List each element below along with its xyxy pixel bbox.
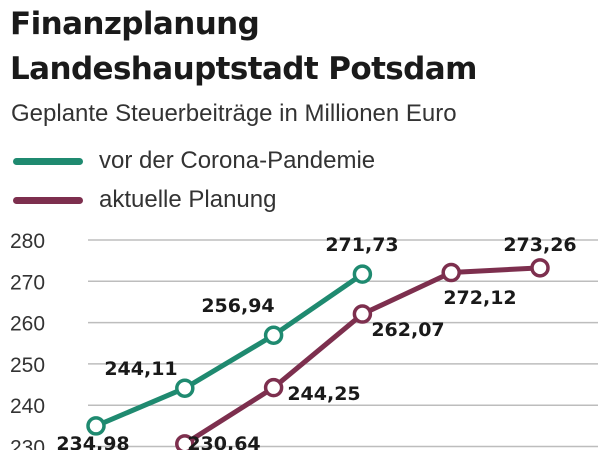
legend-swatch-teal (13, 157, 83, 165)
data-point (175, 378, 195, 398)
data-point (352, 264, 373, 284)
data-label: 234,98 (56, 433, 129, 450)
data-label: 244,25 (287, 383, 360, 405)
data-label: 273,26 (503, 234, 576, 256)
y-tick-label: 260 (10, 313, 45, 336)
y-tick-label: 250 (10, 354, 45, 377)
y-tick-label: 280 (10, 230, 45, 253)
title-line-1: Finanzplanung (10, 6, 260, 42)
y-tick-label: 230 (10, 437, 45, 450)
chart-title: Finanzplanung Landeshauptstadt Potsdam (10, 2, 477, 92)
data-point (530, 258, 550, 278)
data-point (263, 377, 284, 398)
legend-swatch-maroon (13, 196, 83, 204)
data-label: 272,12 (443, 287, 516, 309)
data-label: 256,94 (201, 295, 274, 317)
data-point (441, 262, 461, 283)
data-label: 262,07 (371, 319, 444, 341)
legend-item-pre-corona: vor der Corona-Pandemie (13, 147, 375, 175)
title-line-2: Landeshauptstadt Potsdam (10, 51, 477, 87)
legend-label-pre-corona: vor der Corona-Pandemie (99, 147, 376, 174)
series-line (93, 271, 365, 429)
y-tick-label: 270 (10, 271, 45, 294)
data-point (352, 304, 373, 324)
y-tick-label: 240 (10, 395, 45, 418)
data-label: 230,64 (187, 433, 260, 450)
data-point (175, 434, 195, 450)
data-point (263, 325, 284, 345)
chart-subtitle: Geplante Steuerbeiträge in Millionen Eur… (11, 100, 457, 127)
legend-item-current: aktuelle Planung (13, 186, 276, 214)
data-label: 244,11 (104, 358, 177, 380)
data-label: 271,73 (325, 234, 398, 256)
legend-label-current: aktuelle Planung (99, 186, 277, 213)
data-point (86, 416, 106, 436)
